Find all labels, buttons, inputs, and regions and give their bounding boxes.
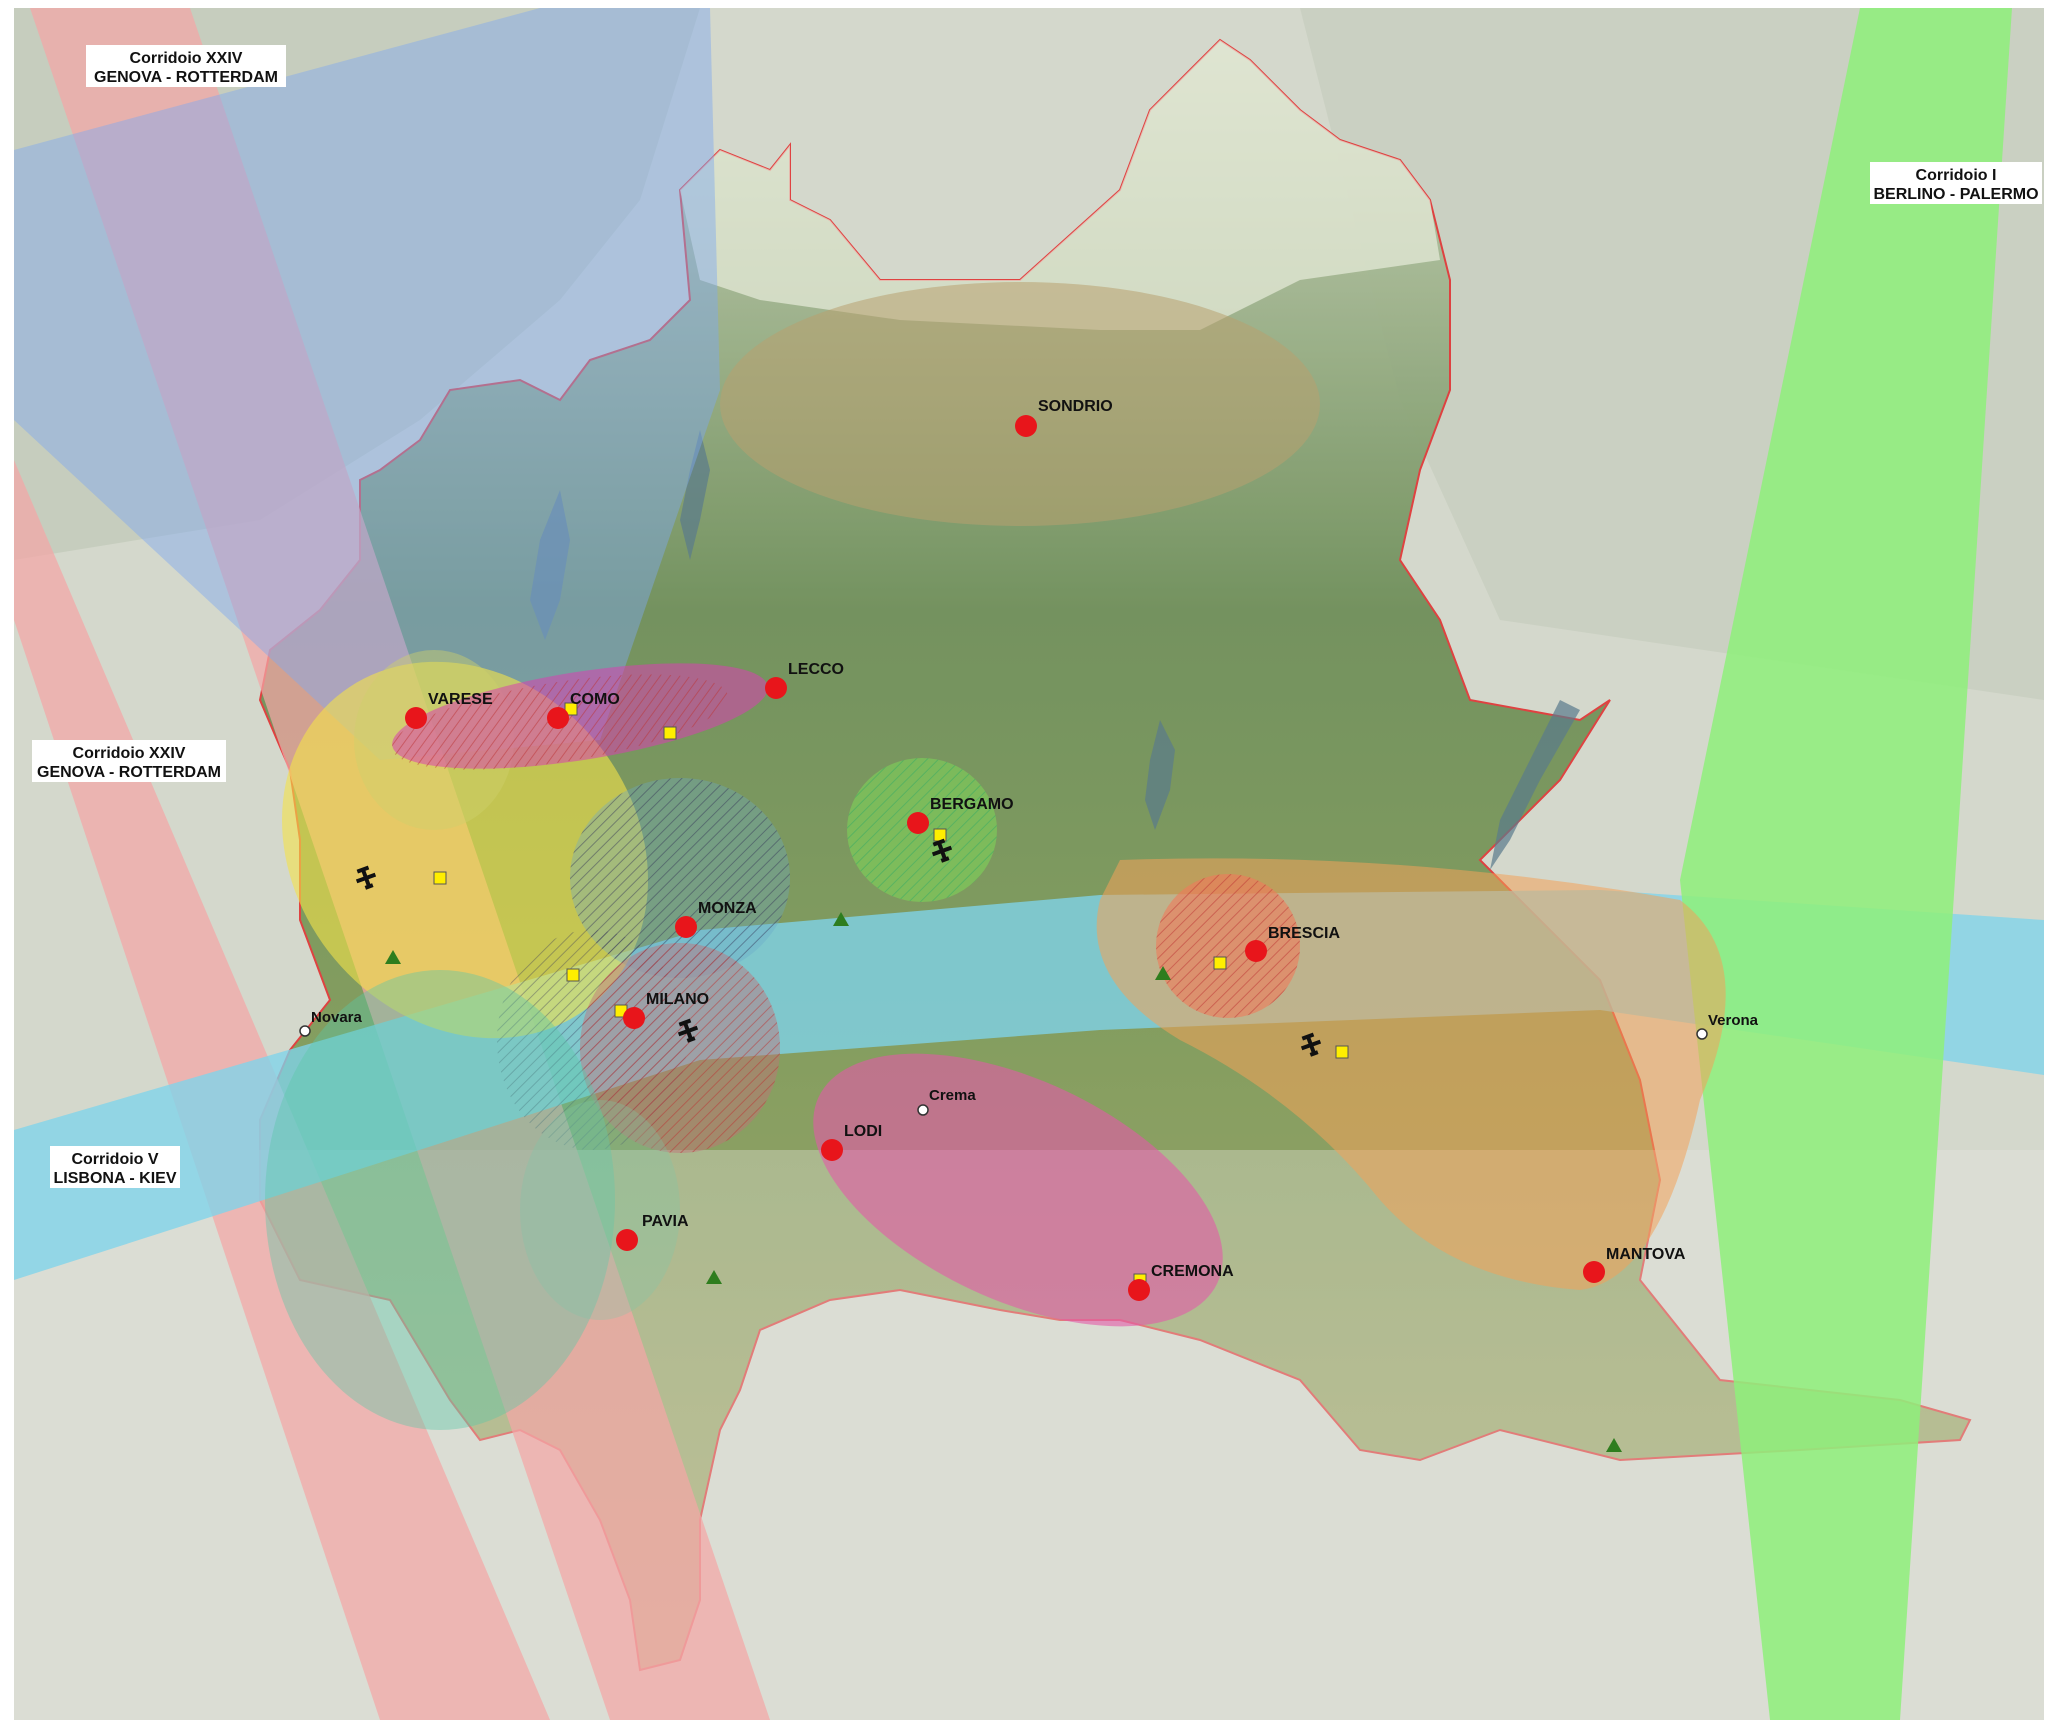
capital-monza[interactable]: MONZA: [675, 900, 757, 938]
svg-text:Corridoio I: Corridoio I: [1916, 167, 1997, 184]
svg-text:VARESE: VARESE: [428, 691, 493, 708]
svg-text:Corridoio XXIV: Corridoio XXIV: [130, 50, 243, 67]
town-novara[interactable]: Novara: [299, 1009, 363, 1037]
capital-dot-icon: [821, 1139, 843, 1161]
capital-dot-icon: [623, 1007, 645, 1029]
green-triangle-icon: [1606, 1438, 1622, 1452]
capital-varese[interactable]: VARESE: [405, 691, 493, 729]
airport-icons: [355, 838, 1322, 1057]
svg-text:SONDRIO: SONDRIO: [1038, 398, 1113, 415]
corridor-label-genova-rotterdam-left: Corridoio XXIV GENOVA - ROTTERDAM: [32, 740, 226, 782]
lodi-cremona-zone: [813, 1053, 1223, 1327]
svg-text:Verona: Verona: [1708, 1012, 1759, 1029]
milano-zone-hatch: [580, 943, 780, 1153]
capital-milano[interactable]: MILANO: [623, 991, 709, 1029]
capital-dot-icon: [907, 812, 929, 834]
capital-pavia[interactable]: PAVIA: [616, 1213, 689, 1251]
svg-text:BRESCIA: BRESCIA: [1268, 925, 1340, 942]
capital-bergamo[interactable]: BERGAMO: [907, 796, 1014, 834]
town-verona[interactable]: Verona: [1696, 1012, 1759, 1040]
green-triangle-icon: [385, 950, 401, 964]
capital-lodi[interactable]: LODI: [821, 1123, 882, 1161]
capital-sondrio[interactable]: SONDRIO: [1015, 398, 1113, 437]
logistics-square-icon: [564, 702, 578, 716]
town-dot-icon: [1696, 1028, 1708, 1040]
svg-text:BERGAMO: BERGAMO: [930, 796, 1014, 813]
logistics-square-icon: [1335, 1045, 1349, 1059]
corridor-label-berlino-palermo: Corridoio I BERLINO - PALERMO: [1870, 162, 2042, 204]
logistics-square-icon: [433, 871, 447, 885]
town-dot-icon: [917, 1104, 929, 1116]
corridor-label-genova-rotterdam-top: Corridoio XXIV GENOVA - ROTTERDAM: [86, 45, 286, 87]
svg-text:MONZA: MONZA: [698, 900, 757, 917]
logistics-square-icon: [933, 828, 947, 842]
lake-iseo: [1145, 720, 1175, 830]
svg-text:Crema: Crema: [929, 1087, 976, 1104]
svg-text:GENOVA - ROTTERDAM: GENOVA - ROTTERDAM: [37, 764, 221, 781]
airport-icon: [931, 838, 953, 863]
svg-text:Corridoio XXIV: Corridoio XXIV: [73, 745, 186, 762]
logistics-square-icon: [566, 968, 580, 982]
capital-brescia[interactable]: BRESCIA: [1245, 925, 1340, 962]
svg-text:CREMONA: CREMONA: [1151, 1263, 1234, 1280]
corridor-blue-band: [14, 8, 720, 760]
corridor-label-lisbona-kiev: Corridoio V LISBONA - KIEV: [50, 1146, 180, 1188]
green-triangle-icons: [385, 912, 1622, 1452]
capital-dot-icon: [405, 707, 427, 729]
green-triangle-icon: [1155, 966, 1171, 980]
capital-dot-icon: [1245, 940, 1267, 962]
green-triangle-icon: [706, 1270, 722, 1284]
town-crema[interactable]: Crema: [917, 1087, 976, 1116]
svg-text:Corridoio V: Corridoio V: [71, 1151, 158, 1168]
airport-icon: [1300, 1032, 1322, 1057]
sondrio-zone: [720, 282, 1320, 526]
west-zone: [265, 970, 615, 1430]
capital-dot-icon: [765, 677, 787, 699]
alpine-peaks: [680, 40, 1440, 330]
capital-dot-icon: [547, 707, 569, 729]
svg-text:GENOVA - ROTTERDAM: GENOVA - ROTTERDAM: [94, 69, 278, 86]
svg-text:MILANO: MILANO: [646, 991, 709, 1008]
pavia-zone: [520, 1100, 680, 1320]
capital-dot-icon: [675, 916, 697, 938]
capital-dot-icon: [1583, 1261, 1605, 1283]
svg-text:PAVIA: PAVIA: [642, 1213, 689, 1230]
capital-cremona[interactable]: CREMONA: [1128, 1263, 1234, 1301]
capital-dot-icon: [1015, 415, 1037, 437]
lake-garda: [1490, 700, 1580, 870]
capital-como[interactable]: COMO: [547, 691, 620, 729]
logistics-square-icon: [663, 726, 677, 740]
green-triangle-icon: [833, 912, 849, 926]
capital-dot-icon: [616, 1229, 638, 1251]
svg-text:LECCO: LECCO: [788, 661, 844, 678]
lake-como: [680, 430, 710, 560]
airport-icon: [355, 865, 377, 890]
capital-dot-icon: [1128, 1279, 1150, 1301]
airport-icon: [677, 1018, 699, 1043]
capital-mantova[interactable]: MANTOVA: [1583, 1246, 1686, 1283]
svg-text:BERLINO - PALERMO: BERLINO - PALERMO: [1873, 186, 2038, 203]
town-dot-icon: [299, 1025, 311, 1037]
svg-text:LODI: LODI: [844, 1123, 882, 1140]
logistics-square-icon: [1213, 956, 1227, 970]
svg-text:Novara: Novara: [311, 1009, 363, 1026]
brescia-zone-hatch: [1156, 874, 1300, 1018]
monza-zone-hatch: [570, 778, 790, 978]
corridor-berlino-palermo-band: [1680, 8, 2012, 1720]
svg-text:COMO: COMO: [570, 691, 620, 708]
lake-maggiore: [530, 490, 570, 640]
capital-lecco[interactable]: LECCO: [765, 661, 844, 699]
svg-text:LISBONA - KIEV: LISBONA - KIEV: [54, 1170, 177, 1187]
svg-text:MANTOVA: MANTOVA: [1606, 1246, 1686, 1263]
